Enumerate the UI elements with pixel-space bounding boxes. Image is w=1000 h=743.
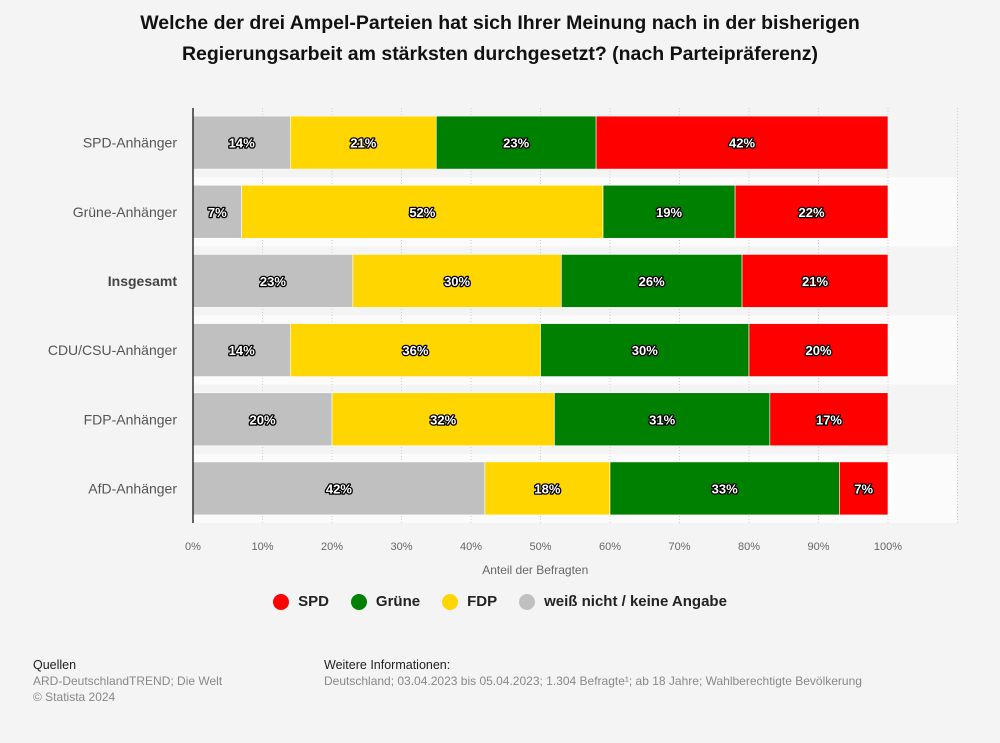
data-label: 30% xyxy=(444,274,470,289)
bar-wei-nicht-keine-angabe-spd-anh-nger xyxy=(192,115,291,170)
data-label: 17% xyxy=(816,412,842,427)
x-tick-label: 40% xyxy=(460,541,482,553)
legend-label-gruene: Grüne xyxy=(375,593,421,610)
legend-swatch-spd xyxy=(273,593,290,610)
x-tick-label: 90% xyxy=(807,541,829,553)
legend-swatch-keine-angabe xyxy=(519,593,536,610)
x-tick-label: 20% xyxy=(321,541,343,553)
bar-gr-ne-gr-ne-anh-nger xyxy=(602,184,736,239)
data-label: 31% xyxy=(649,412,675,427)
bar-wei-nicht-keine-angabe-insgesamt xyxy=(192,254,354,308)
bar-spd-fdp-anh-nger xyxy=(769,392,889,447)
chart-title-line2: Regierungsarbeit am stärksten durchgeset… xyxy=(181,43,819,65)
legend-item-gruene[interactable]: Grüne xyxy=(350,593,421,610)
data-label: 52% xyxy=(409,205,435,220)
x-tick-label: 60% xyxy=(599,541,621,553)
bar-spd-afd-anh-nger xyxy=(839,461,889,516)
bar-gr-ne-fdp-anh-nger xyxy=(554,392,771,447)
bar-wei-nicht-keine-angabe-fdp-anh-nger xyxy=(192,392,333,447)
bar-spd-insgesamt xyxy=(741,254,889,308)
legend-label-keine-angabe: weiß nicht / keine Angabe xyxy=(544,593,727,610)
x-tick-label: 30% xyxy=(390,541,412,553)
data-label: 14% xyxy=(229,136,255,151)
data-label: 42% xyxy=(729,136,755,151)
bar-wei-nicht-keine-angabe-gr-ne-anh-nger xyxy=(192,184,242,239)
data-label: 42% xyxy=(326,481,352,496)
x-tick-label: 80% xyxy=(738,541,760,553)
legend-item-spd[interactable]: SPD xyxy=(273,593,329,610)
bar-wei-nicht-keine-angabe-cdu-csu-anh-nger xyxy=(192,323,291,377)
x-tick-label: 70% xyxy=(668,541,690,553)
data-label: 23% xyxy=(503,136,529,151)
legend-label-spd: SPD xyxy=(298,593,329,610)
legend: SPD Grüne FDP weiß nicht / keine Angabe xyxy=(0,593,1000,610)
data-label: 19% xyxy=(656,205,682,220)
legend-swatch-fdp xyxy=(442,593,459,610)
chart-title: Welche der drei Ampel-Parteien hat sich … xyxy=(60,8,940,70)
bar-gr-ne-afd-anh-nger xyxy=(609,461,840,516)
data-label: 32% xyxy=(430,412,456,427)
legend-swatch-gruene xyxy=(350,593,367,610)
bar-gr-ne-spd-anh-nger xyxy=(435,115,597,170)
category-label: Grüne-Anhänger xyxy=(73,204,178,220)
legend-label-fdp: FDP xyxy=(467,593,498,610)
bar-spd-gr-ne-anh-nger xyxy=(734,184,889,239)
data-label: 7% xyxy=(854,481,873,496)
footer-sources: Quellen ARD-DeutschlandTREND; Die Welt ©… xyxy=(33,657,222,705)
chart-title-line1: Welche der drei Ampel-Parteien hat sich … xyxy=(140,12,860,34)
data-label: 30% xyxy=(632,343,658,358)
x-tick-label: 0% xyxy=(185,541,201,553)
bar-fdp-gr-ne-anh-nger xyxy=(241,184,604,239)
bar-fdp-cdu-csu-anh-nger xyxy=(289,323,541,377)
data-label: 22% xyxy=(799,205,825,220)
x-tick-label: 100% xyxy=(874,541,902,553)
sources-line1: ARD-DeutschlandTREND; Die Welt xyxy=(33,674,223,688)
bar-spd-cdu-csu-anh-nger xyxy=(748,323,889,377)
bar-spd-spd-anh-nger xyxy=(595,115,889,170)
data-label: 23% xyxy=(260,274,286,289)
category-label: AfD-Anhänger xyxy=(88,480,177,496)
data-label: 20% xyxy=(805,343,831,358)
data-label: 18% xyxy=(534,481,560,496)
data-label: 36% xyxy=(402,343,428,358)
bar-fdp-insgesamt xyxy=(352,254,562,308)
data-label: 33% xyxy=(712,481,738,496)
sources-heading: Quellen xyxy=(33,658,77,672)
x-tick-label: 10% xyxy=(251,541,273,553)
legend-item-keine-angabe[interactable]: weiß nicht / keine Angabe xyxy=(519,593,727,610)
category-label: FDP-Anhänger xyxy=(84,411,178,427)
data-label: 26% xyxy=(639,274,665,289)
category-label: Insgesamt xyxy=(108,273,178,289)
category-label: CDU/CSU-Anhänger xyxy=(48,342,177,358)
x-tick-label: 50% xyxy=(529,541,551,553)
bar-fdp-spd-anh-nger xyxy=(289,115,437,170)
data-label: 21% xyxy=(802,274,828,289)
data-label: 21% xyxy=(350,136,376,151)
x-axis-title: Anteil der Befragten xyxy=(482,563,588,577)
legend-item-fdp[interactable]: FDP xyxy=(442,593,497,610)
footer-info: Weitere Informationen: Deutschland; 03.0… xyxy=(324,657,862,689)
bar-fdp-afd-anh-nger xyxy=(484,461,611,516)
bar-wei-nicht-keine-angabe-afd-anh-nger xyxy=(192,461,486,516)
info-line1: Deutschland; 03.04.2023 bis 05.04.2023; … xyxy=(324,674,862,688)
info-heading: Weitere Informationen: xyxy=(324,658,451,672)
data-label: 7% xyxy=(208,205,227,220)
data-label: 14% xyxy=(229,343,255,358)
data-label: 20% xyxy=(249,412,275,427)
stacked-bar-chart: 14% 21% 23% 42% SPD-Anhänger 7% 52% 19% 22% Grüne… xyxy=(48,108,958,577)
category-label: SPD-Anhänger xyxy=(83,135,178,151)
sources-line2: © Statista 2024 xyxy=(33,690,116,704)
